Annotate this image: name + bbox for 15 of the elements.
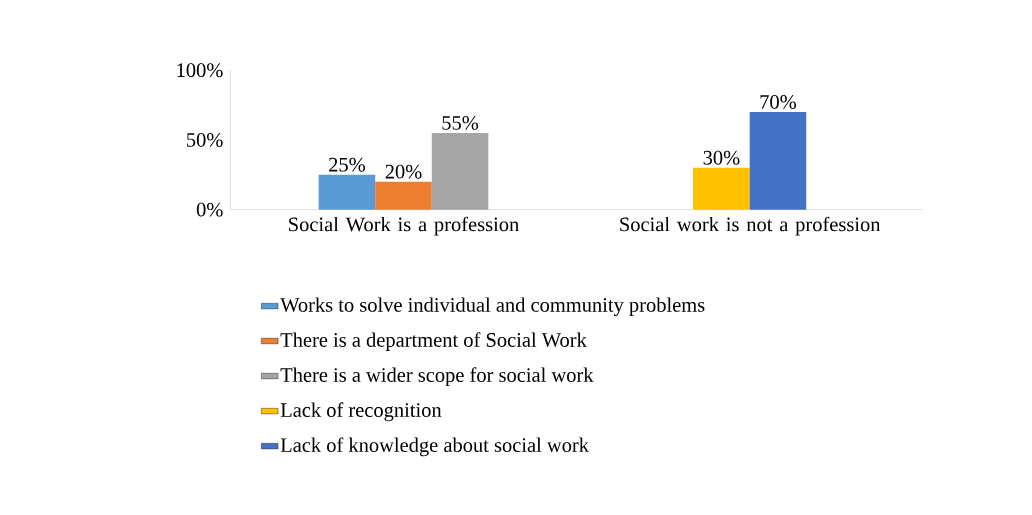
y-tick-label: 0% <box>196 202 223 217</box>
data-label: 70% <box>760 95 797 109</box>
x-tick-label: Social Work is a profession <box>289 216 519 236</box>
legend-label: There is a wider scope for social work <box>280 367 594 387</box>
legend-label: Works to solve individual and community problems <box>280 297 705 317</box>
legend-label: Lack of recognition <box>280 402 442 422</box>
data-label: 25% <box>329 157 366 172</box>
data-label: 55% <box>442 116 479 130</box>
y-tick-label: 100% <box>177 63 223 78</box>
x-tick-label: Social work is not a profession <box>620 216 881 236</box>
y-tick-label: 50% <box>187 133 223 147</box>
legend-label: There is a department of Social Work <box>280 332 587 352</box>
data-label: 20% <box>385 164 422 179</box>
data-label: 30% <box>703 150 740 165</box>
legend-label: Lack of knowledge about social work <box>280 437 589 457</box>
